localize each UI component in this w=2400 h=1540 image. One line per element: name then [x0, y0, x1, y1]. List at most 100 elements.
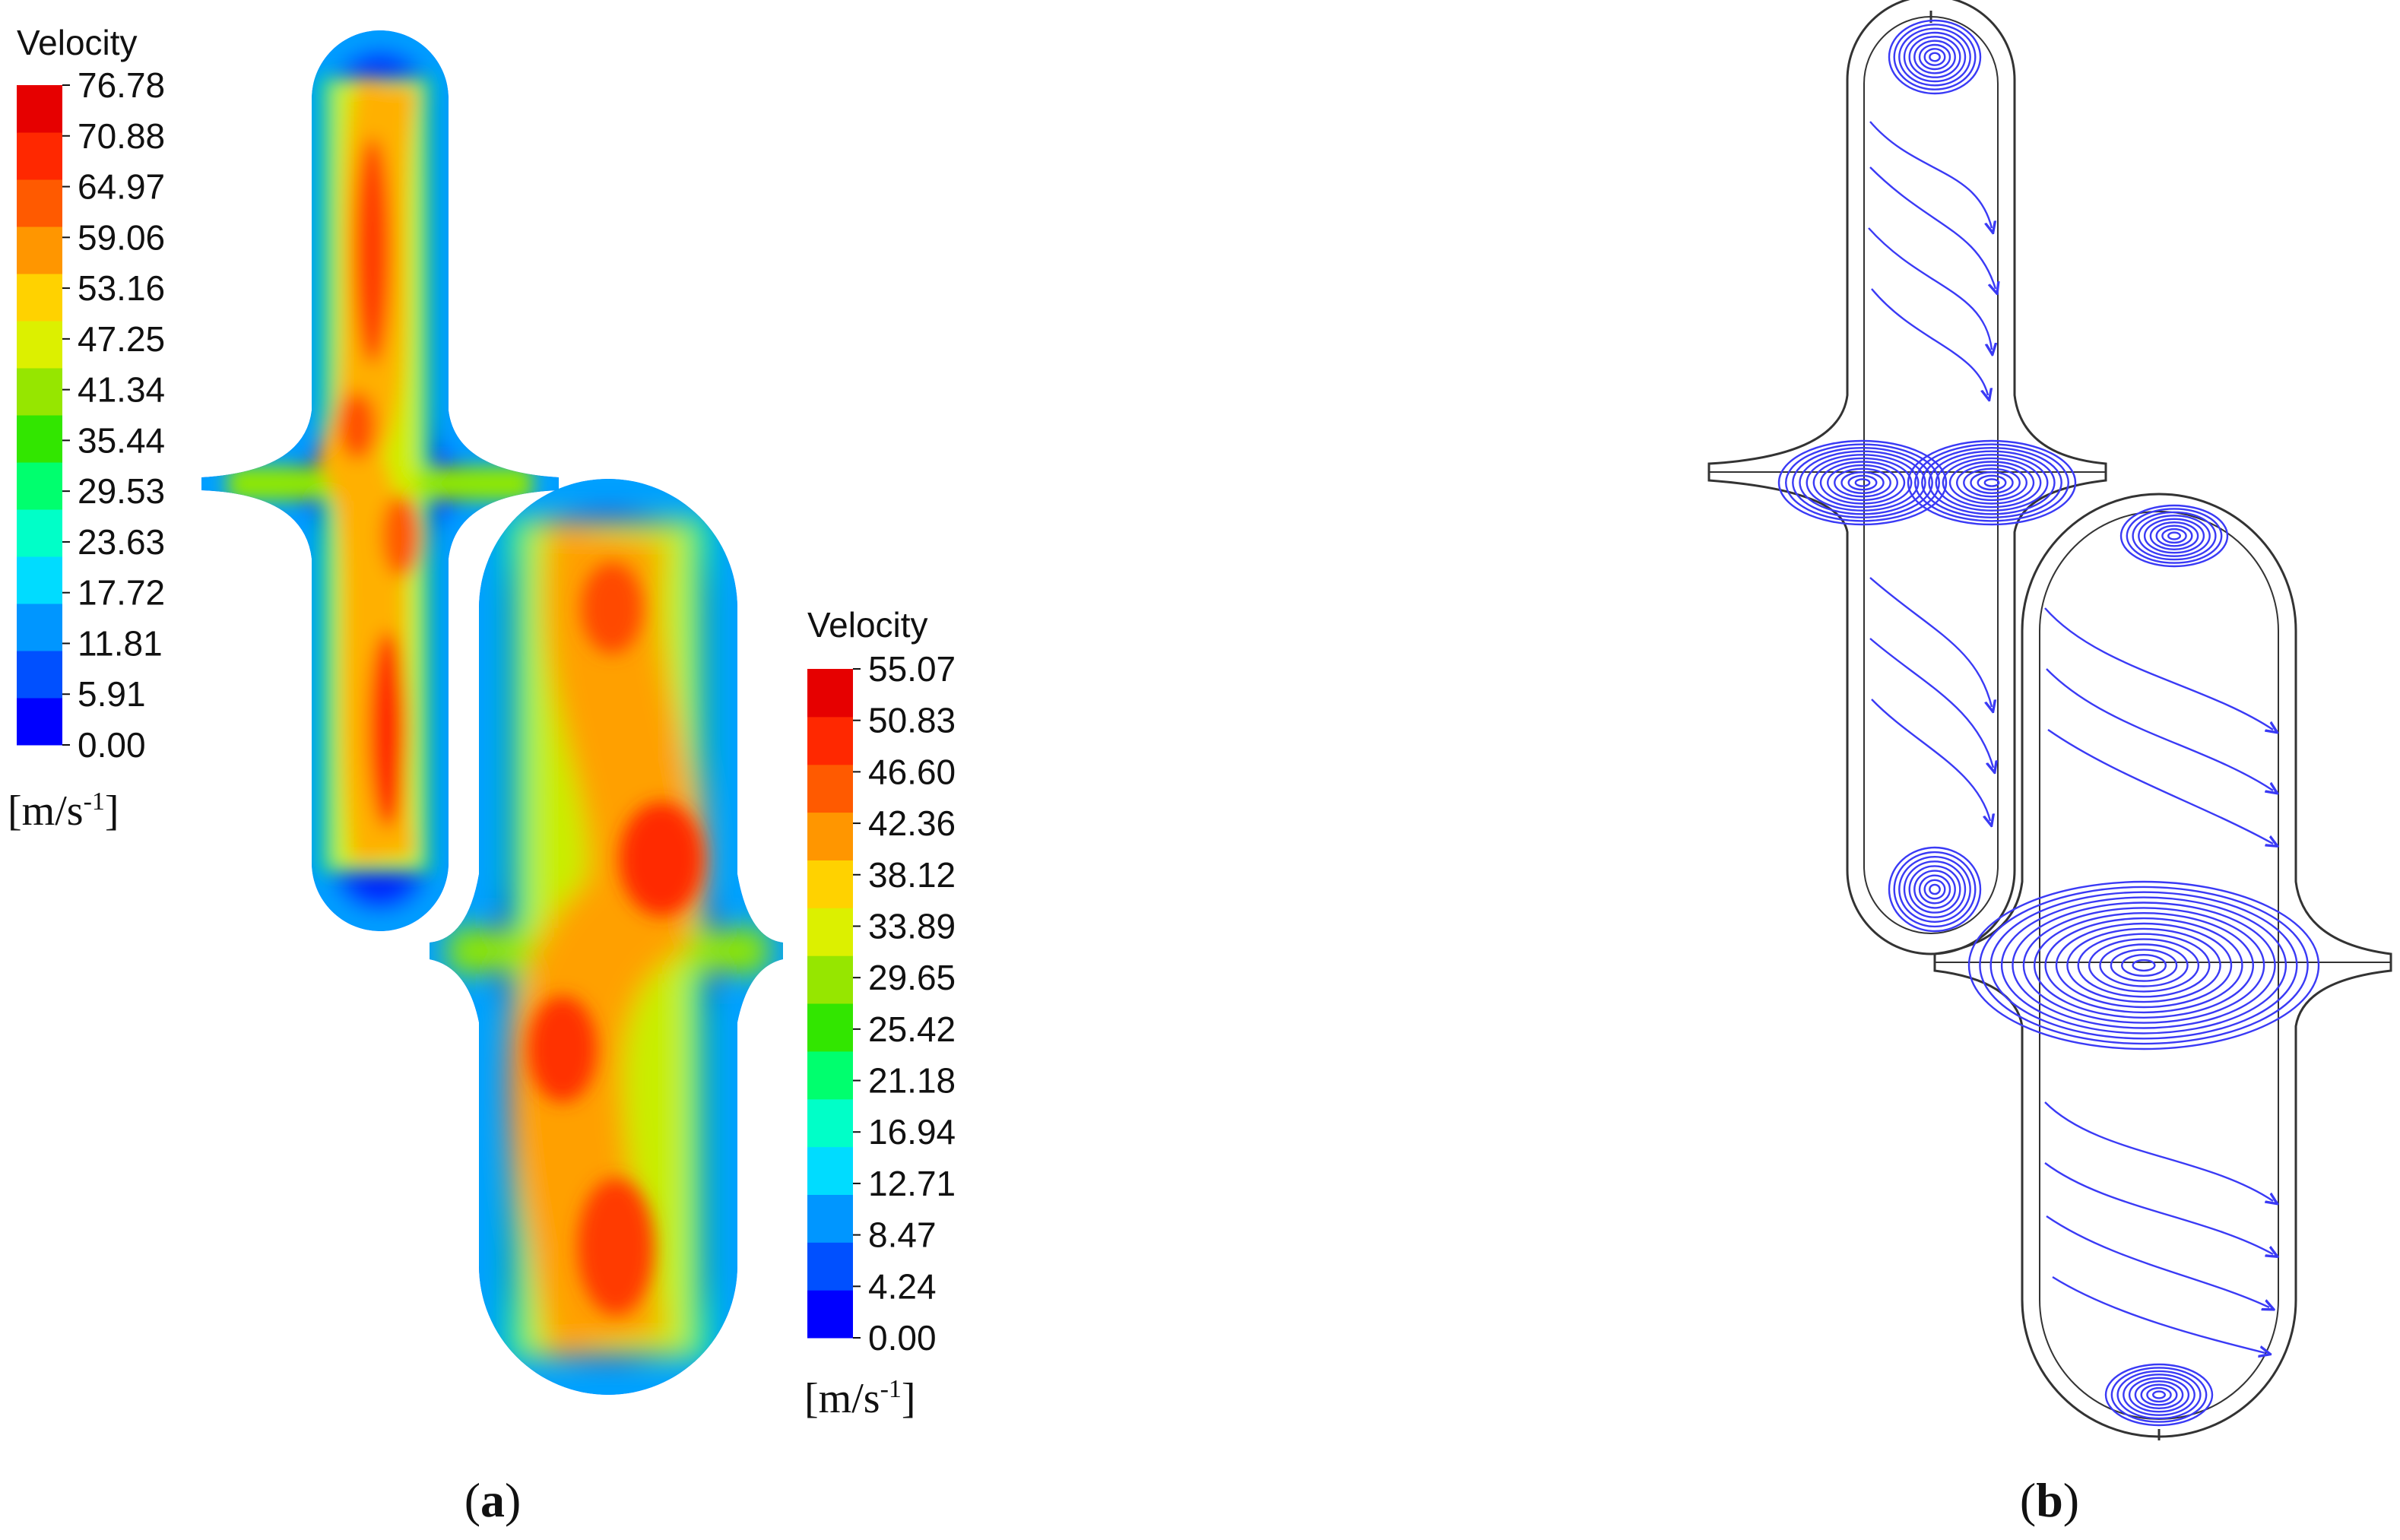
vortex-lower-top — [2132, 511, 2217, 561]
legend-lower-tick-label: 33.89 — [868, 906, 956, 946]
vortex-lower-center — [2088, 938, 2200, 993]
streamline-curve — [2044, 607, 2273, 730]
legend-lower-colorbar-segment — [807, 1194, 853, 1243]
vortex-lower-bottom — [2146, 1386, 2172, 1403]
streamlines — [1777, 19, 2320, 1427]
vortex-upper-right — [1942, 457, 2042, 509]
legend-lower-ticks: 55.07 50.83 46.60 42.36 38.12 33.89 29.65 25.42… — [853, 649, 956, 1358]
legend-lower-tick-label: 46.60 — [868, 752, 956, 791]
legend-upper-tick-label: 23.63 — [78, 522, 165, 562]
legend-lower-tick-label: 25.42 — [868, 1009, 956, 1049]
legend-upper-colorbar-segment — [17, 604, 62, 651]
legend-upper-colorbar-segment — [17, 651, 62, 699]
vortex-upper-left — [1806, 454, 1920, 512]
streamline-curve — [1871, 699, 1990, 821]
streamline-curve — [2046, 1215, 2269, 1307]
vortex-lower-top — [2138, 515, 2211, 557]
vortex-upper-right — [1913, 443, 2069, 522]
vortex-upper-top — [1908, 36, 1961, 78]
vortex-upper-right — [1948, 461, 2035, 505]
vortex-upper-bottom — [1918, 874, 1951, 905]
vortex-upper-top — [1913, 40, 1956, 74]
vortex-lower-center — [2000, 896, 2287, 1035]
vortex-lower-center — [1989, 891, 2298, 1040]
legend-lower-colorbar-segment — [807, 1098, 853, 1148]
legend-lower-colorbar-segment — [807, 860, 853, 908]
vortex-upper-left — [1784, 443, 1940, 522]
streamline-curve — [2044, 1162, 2273, 1254]
legend-lower-colorbar-segment — [807, 1242, 853, 1291]
legend-lower-colorbar — [807, 669, 853, 1339]
vortex-lower-center — [2120, 953, 2167, 977]
legend-lower-tick-label: 8.47 — [868, 1215, 937, 1255]
vortex-lower-top — [2126, 508, 2223, 564]
vortex-lower-top — [2167, 531, 2181, 540]
vortex-lower-bottom — [2140, 1383, 2178, 1406]
vortex-upper-top — [1893, 24, 1977, 90]
panel-a-label: (a) — [464, 1473, 522, 1527]
legend-upper-colorbar-segment — [17, 321, 62, 369]
streamline-curve — [2044, 1101, 2273, 1201]
vortex-lower-bottom — [2116, 1370, 2202, 1420]
legend-lower-unit: [m/s-1] — [804, 1375, 916, 1422]
vortex-upper-bottom — [1923, 879, 1946, 900]
legend-lower-tick-label: 55.07 — [868, 649, 956, 689]
vortex-upper-top — [1903, 31, 1967, 83]
vortex-lower-top — [2155, 524, 2193, 547]
vortex-lower-center — [2033, 911, 2254, 1019]
vortex-upper-right — [1977, 474, 2007, 491]
legend-lower-tick-label: 29.65 — [868, 958, 956, 997]
legend-lower-tick-label: 42.36 — [868, 803, 956, 843]
vortex-upper-right — [1907, 439, 2077, 526]
vortex-upper-right — [1935, 454, 2049, 512]
streamline-curve — [2046, 668, 2273, 791]
vortex-lower-top — [2161, 528, 2187, 544]
vortex-upper-left — [1847, 474, 1878, 491]
vortex-upper-bottom — [1929, 883, 1941, 895]
vortex-lower-center — [2012, 902, 2276, 1029]
legend-lower-colorbar-segment — [807, 812, 853, 860]
vortex-lower-center — [2022, 907, 2265, 1024]
legend-upper-tick-label: 11.81 — [78, 623, 163, 663]
vortex-lower-center — [1967, 880, 2320, 1050]
legend-lower-colorbar-segment — [807, 1290, 853, 1339]
vortex-lower-top — [2119, 504, 2229, 568]
legend-lower-tick-label: 21.18 — [868, 1061, 956, 1101]
streamline-geometry — [1707, 0, 2392, 1440]
vortex-upper-left — [1799, 450, 1926, 515]
vortex-upper-top — [1923, 48, 1946, 66]
legend-upper-tick-label: 0.00 — [78, 725, 146, 765]
vortex-lower-center — [2110, 949, 2178, 982]
vortex-lower-bottom — [2134, 1380, 2184, 1409]
panel-b: (b) — [1707, 0, 2392, 1527]
vortex-lower-bottom — [2110, 1367, 2208, 1423]
vortex-upper-bottom — [1913, 870, 1956, 909]
legend-upper-tick-label: 17.72 — [78, 573, 165, 613]
vortex-upper-bottom — [1903, 860, 1967, 918]
panel-b-label: (b) — [2020, 1473, 2079, 1527]
legend-upper-colorbar-segment — [17, 509, 62, 557]
streamline-curve — [2047, 729, 2273, 844]
legend-lower-colorbar-segment — [807, 1003, 853, 1052]
legend-upper-colorbar-segment — [17, 274, 62, 322]
legend-upper-colorbar-segment — [17, 179, 62, 227]
vortex-upper-left — [1826, 464, 1898, 502]
vortex-upper-top — [1918, 43, 1951, 71]
legend-upper-tick-label: 35.44 — [78, 420, 165, 460]
vortex-upper-right — [1921, 447, 2062, 519]
velocity-contour-upper — [201, 30, 559, 931]
vortex-lower-bottom — [2104, 1363, 2214, 1427]
vortex-upper-right — [1955, 464, 2027, 502]
vortex-lower-center — [1979, 886, 2309, 1045]
panel-a: Velocity 76.78 70.88 64.97 59.06 53.16 47.25 4… — [8, 23, 956, 1527]
vortex-upper-top — [1929, 52, 1941, 62]
streamline-curve — [1869, 638, 1993, 768]
vortex-upper-bottom — [1888, 846, 1982, 933]
vortex-upper-bottom — [1908, 865, 1961, 914]
legend-upper-tick-label: 29.53 — [78, 471, 165, 511]
legend-upper-colorbar-segment — [17, 132, 62, 180]
vortex-upper-right — [1963, 467, 2021, 498]
legend-upper-colorbar-segment — [17, 556, 62, 604]
vortex-upper-left — [1792, 447, 1933, 519]
